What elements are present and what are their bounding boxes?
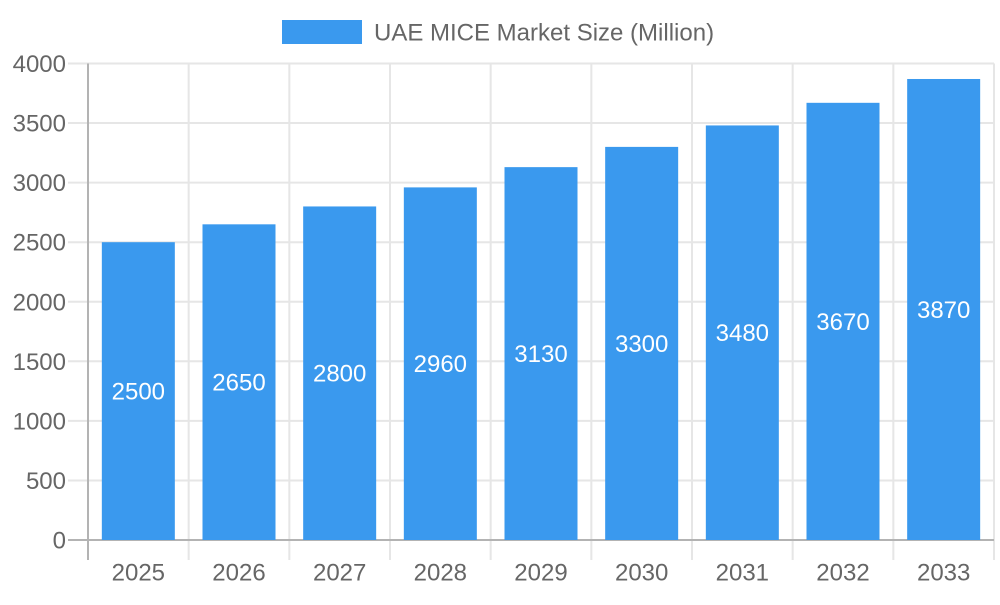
svg-text:UAE MICE Market Size (Million): UAE MICE Market Size (Million): [374, 20, 714, 47]
svg-text:2028: 2028: [414, 560, 467, 587]
svg-text:4000: 4000: [13, 51, 66, 78]
svg-text:0: 0: [53, 528, 66, 555]
svg-text:2000: 2000: [13, 289, 66, 316]
svg-text:1500: 1500: [13, 349, 66, 376]
svg-text:2026: 2026: [212, 560, 265, 587]
svg-text:2800: 2800: [313, 361, 366, 388]
svg-text:3500: 3500: [13, 111, 66, 138]
svg-text:2960: 2960: [414, 351, 467, 378]
svg-text:3300: 3300: [615, 331, 668, 358]
svg-text:2033: 2033: [917, 560, 970, 587]
svg-text:2025: 2025: [112, 560, 165, 587]
svg-text:3130: 3130: [514, 341, 567, 368]
svg-text:2032: 2032: [816, 560, 869, 587]
svg-text:3870: 3870: [917, 297, 970, 324]
svg-text:2029: 2029: [514, 560, 567, 587]
svg-text:1000: 1000: [13, 408, 66, 435]
svg-text:2650: 2650: [212, 370, 265, 397]
svg-text:2031: 2031: [716, 560, 769, 587]
svg-text:2027: 2027: [313, 560, 366, 587]
svg-text:500: 500: [26, 468, 66, 495]
svg-text:3000: 3000: [13, 170, 66, 197]
svg-text:2030: 2030: [615, 560, 668, 587]
svg-text:2500: 2500: [13, 230, 66, 257]
svg-text:2500: 2500: [112, 379, 165, 406]
svg-text:3670: 3670: [816, 309, 869, 336]
svg-text:3480: 3480: [716, 320, 769, 347]
